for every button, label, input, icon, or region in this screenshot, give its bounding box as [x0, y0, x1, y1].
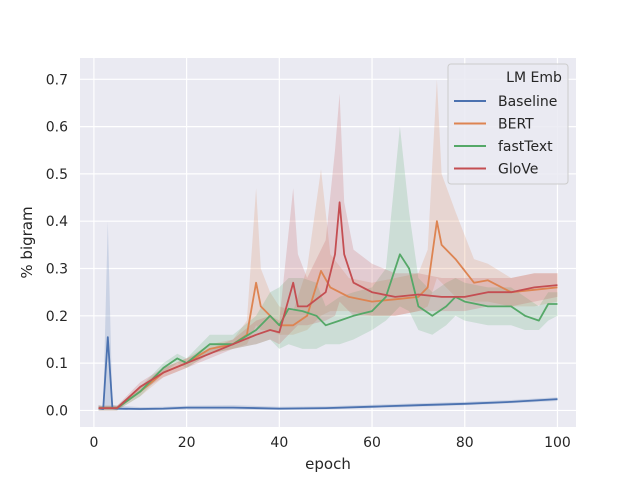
tick-labels: 0 20 40 60 80 100 0.0 0.1 0.2 0.3 0.4 0.5 0.6 0.7: [46, 72, 571, 451]
y-tick-label: 0.0: [46, 403, 68, 419]
series-line: [98, 201, 558, 410]
legend-entry: BERT: [498, 117, 534, 133]
y-tick-label: 0.1: [46, 356, 68, 372]
series-line: [98, 220, 558, 410]
legend-entry: GloVe: [498, 162, 538, 178]
x-tick-label: 100: [544, 435, 571, 451]
series-line: [98, 253, 558, 410]
confidence-band: [98, 126, 558, 411]
y-tick-label: 0.4: [46, 214, 68, 230]
y-tick-label: 0.6: [46, 120, 68, 136]
x-tick-label: 20: [178, 435, 196, 451]
legend-box: [447, 63, 569, 185]
x-axis-label: epoch: [305, 455, 351, 473]
legend-entry: fastText: [498, 139, 553, 155]
y-axis-label: % bigram: [18, 206, 36, 278]
y-tick-label: 0.3: [46, 262, 68, 278]
x-tick-label: 0: [89, 435, 98, 451]
confidence-band: [98, 93, 558, 411]
confidence-band: [98, 79, 558, 411]
legend-entry: Baseline: [498, 94, 557, 110]
legend-title: LM Emb: [506, 70, 562, 86]
y-tick-label: 0.2: [46, 309, 68, 325]
confidence-bands: [98, 79, 558, 411]
x-tick-label: 60: [363, 435, 381, 451]
x-tick-label: 80: [456, 435, 474, 451]
series-line: [98, 336, 558, 410]
y-tick-label: 0.7: [46, 72, 68, 88]
series-lines: [98, 201, 558, 410]
x-tick-label: 40: [270, 435, 288, 451]
y-tick-label: 0.5: [46, 167, 68, 183]
legend: LM Emb Baseline BERT fastText GloVe: [447, 63, 569, 185]
legend-items: Baseline BERT fastText GloVe: [454, 94, 557, 178]
